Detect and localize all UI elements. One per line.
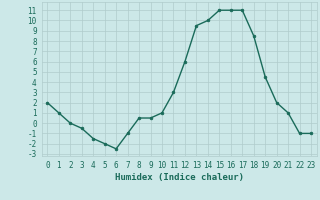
- X-axis label: Humidex (Indice chaleur): Humidex (Indice chaleur): [115, 173, 244, 182]
